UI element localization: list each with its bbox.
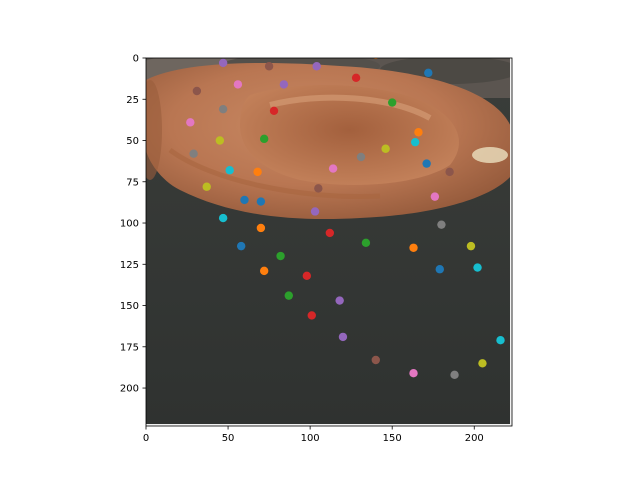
scatter-point xyxy=(338,332,348,342)
scatter-point xyxy=(314,184,323,193)
y-tick-label: 0 xyxy=(133,54,139,65)
scatter-point xyxy=(335,296,344,305)
y-tick-label: 100 xyxy=(120,219,139,230)
scatter-point xyxy=(240,195,249,205)
scatter-point xyxy=(259,134,269,144)
x-tick-label: 0 xyxy=(143,433,149,444)
x-tick-label: 200 xyxy=(465,433,484,444)
scatter-points xyxy=(186,58,505,380)
scatter-point xyxy=(351,73,361,83)
scatter-point xyxy=(276,251,285,261)
scatter-point xyxy=(215,136,225,145)
scatter-point xyxy=(236,241,246,251)
y-axis: 0 25 50 75 100 125 150 175 200 xyxy=(120,54,146,395)
background-image xyxy=(146,58,512,426)
y-tick-label: 125 xyxy=(120,260,139,271)
scatter-point xyxy=(409,243,418,252)
x-axis: 0 50 100 150 200 xyxy=(143,426,484,444)
y-tick-label: 150 xyxy=(120,301,139,312)
scatter-point xyxy=(496,335,505,345)
scatter-point xyxy=(466,241,476,251)
scatter-point xyxy=(189,149,198,158)
y-tick-label: 175 xyxy=(120,342,139,353)
scatter-point xyxy=(312,62,321,71)
x-tick-label: 150 xyxy=(383,433,402,444)
scatter-point xyxy=(307,311,316,320)
scatter-point xyxy=(259,266,269,276)
scatter-point xyxy=(435,265,444,274)
scatter-point xyxy=(256,223,266,233)
y-tick-label: 75 xyxy=(126,177,139,188)
scatter-point xyxy=(269,106,279,116)
scatter-point xyxy=(218,58,228,68)
scatter-point xyxy=(437,220,446,229)
scatter-point xyxy=(192,86,202,96)
scatter-point xyxy=(473,263,482,272)
x-tick-label: 50 xyxy=(222,433,235,444)
scatter-point xyxy=(410,137,420,147)
scatter-point xyxy=(381,144,390,153)
scatter-point xyxy=(186,118,195,127)
scatter-point xyxy=(218,104,228,114)
axes-frame xyxy=(145,57,513,427)
scatter-point xyxy=(256,197,266,206)
scatter-point xyxy=(409,368,418,378)
scatter-point xyxy=(325,228,335,238)
scatter-point xyxy=(310,207,320,216)
scatter-point xyxy=(302,271,312,281)
scatter-point xyxy=(424,68,433,78)
y-tick-label: 25 xyxy=(126,95,139,106)
x-tick-label: 100 xyxy=(301,433,320,444)
scatter-point xyxy=(284,291,293,300)
scatter-point xyxy=(414,128,423,137)
scatter-point xyxy=(422,159,431,168)
scatter-point xyxy=(225,166,234,175)
scatter-point xyxy=(264,62,274,71)
scatter-point xyxy=(445,167,454,177)
y-tick-label: 200 xyxy=(120,384,139,395)
scatter-point xyxy=(233,80,243,89)
scatter-point xyxy=(478,359,487,368)
scatter-point xyxy=(328,164,338,173)
scatter-point xyxy=(253,167,262,177)
scatter-point xyxy=(371,355,380,365)
scatter-point xyxy=(356,152,366,162)
y-tick-label: 50 xyxy=(126,136,139,147)
scatter-point xyxy=(387,98,397,107)
scatter-point xyxy=(450,370,459,380)
scatter-point xyxy=(218,213,228,223)
scatter-point xyxy=(361,238,371,248)
scatter-point xyxy=(430,192,440,201)
scatter-point xyxy=(279,80,289,89)
scatter-point xyxy=(202,182,211,191)
